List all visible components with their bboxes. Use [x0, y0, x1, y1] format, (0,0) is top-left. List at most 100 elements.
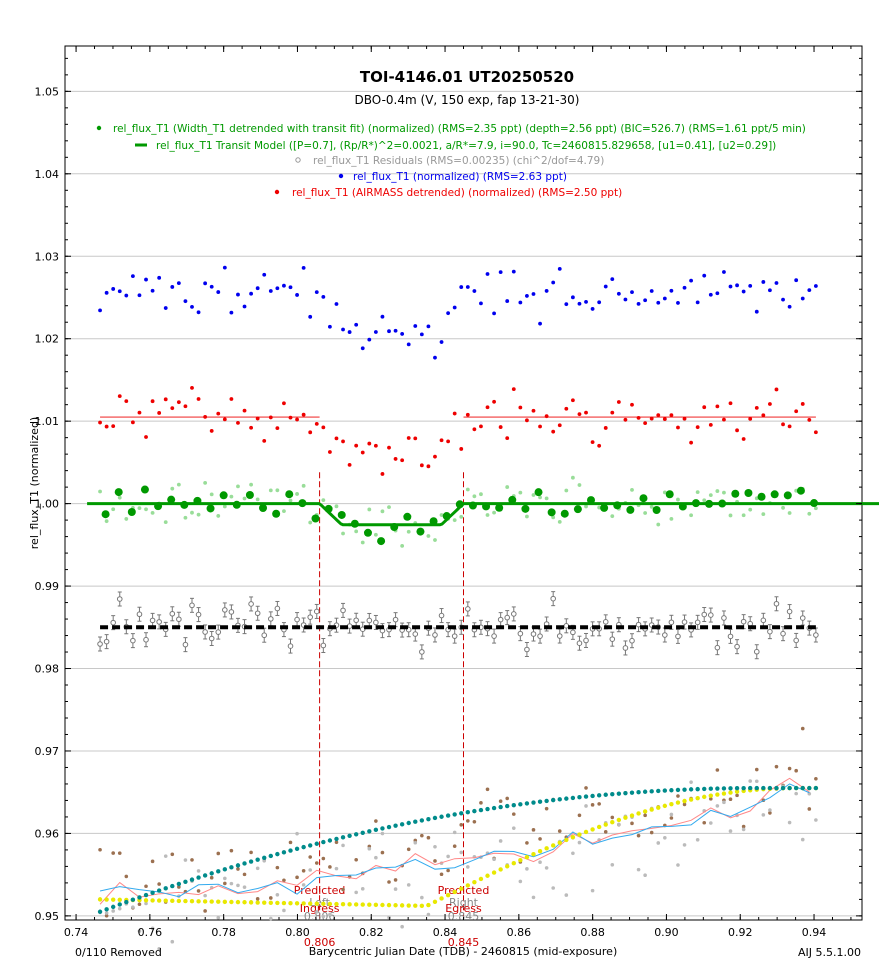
detrended-point [334, 504, 339, 509]
flux-point [419, 332, 424, 337]
flux-point [616, 400, 621, 404]
detrended-point [584, 504, 588, 509]
teal-comparison-point [787, 785, 792, 791]
detrended-point [275, 488, 280, 493]
brown-comparison-point [420, 833, 424, 838]
yellow-comparison-point [281, 900, 287, 906]
detrended-point [676, 497, 680, 502]
yellow-comparison-point [248, 900, 254, 905]
teal-comparison-point [117, 902, 122, 907]
flux-point [485, 405, 490, 410]
flux-point [676, 301, 680, 305]
flux-point [341, 327, 345, 332]
gray-comparison-point [400, 924, 404, 929]
residual-point [261, 632, 268, 639]
yellow-comparison-point [386, 902, 392, 908]
detrended-point [577, 483, 582, 487]
flux-point [465, 412, 470, 417]
residual-point [813, 632, 819, 638]
y-tick-label: 0.95 [35, 910, 60, 923]
flux-point [702, 273, 707, 278]
teal-comparison-point [682, 787, 687, 792]
brown-comparison-point [124, 874, 129, 879]
yellow-comparison-point [97, 897, 103, 902]
teal-comparison-point [104, 907, 109, 912]
flux-point [518, 405, 523, 410]
yellow-comparison-point [413, 903, 418, 908]
flux-point [163, 306, 168, 310]
yellow-comparison-point [472, 879, 477, 885]
gray-comparison-point [104, 911, 109, 915]
detrended-point [452, 518, 457, 523]
binned-detrended-point [101, 510, 110, 519]
flux-point [249, 291, 253, 296]
brown-comparison-point [676, 794, 680, 798]
flux-point [163, 397, 168, 402]
yellow-comparison-point [360, 902, 365, 907]
detrended-point [242, 496, 247, 501]
residual-point [222, 607, 228, 613]
detrended-point [564, 488, 569, 493]
flux-point [380, 472, 385, 476]
yellow-comparison-point [196, 899, 201, 904]
flux-point [590, 440, 595, 445]
binned-detrended-point [285, 490, 294, 499]
flux-point [183, 404, 188, 409]
flux-point [584, 300, 588, 304]
yellow-comparison-point [373, 902, 379, 908]
detrended-point [492, 510, 496, 515]
detrended-point [531, 493, 536, 497]
flux-point [426, 464, 431, 469]
brown-comparison-point [426, 835, 431, 840]
flux-point [314, 421, 319, 426]
flux-point [150, 288, 155, 293]
teal-comparison-point [124, 899, 129, 905]
flux-point [367, 441, 372, 446]
gray-comparison-point [269, 916, 273, 921]
residual-point [228, 609, 235, 615]
brown-comparison-point [702, 820, 707, 825]
residual-point [556, 633, 563, 639]
flux-point [387, 329, 391, 334]
brown-comparison-point [275, 865, 280, 870]
binned-detrended-point [600, 503, 609, 512]
binned-detrended-point [377, 537, 386, 546]
teal-comparison-point [590, 793, 595, 799]
flux-point [275, 426, 280, 431]
binned-detrended-point [757, 492, 766, 501]
gray-comparison-point [741, 827, 746, 832]
yellow-comparison-point [229, 899, 234, 905]
flux-point [498, 270, 503, 275]
brown-comparison-point [387, 880, 391, 884]
detrended-point [505, 485, 510, 489]
brown-comparison-point [321, 856, 326, 861]
detrended-point [630, 487, 634, 492]
gray-comparison-point [216, 915, 221, 920]
yellow-comparison-point [314, 901, 319, 906]
teal-comparison-point [170, 883, 175, 889]
yellow-comparison-point [353, 902, 359, 907]
residual-point [116, 596, 123, 602]
teal-comparison-point [734, 786, 740, 791]
residual-point [550, 595, 556, 602]
y-tick-label: 0.96 [35, 827, 60, 840]
flux-point [249, 425, 253, 430]
residual-point [97, 641, 103, 647]
flux-point [216, 290, 221, 294]
flux-point [400, 332, 405, 336]
flux-point [702, 405, 707, 410]
flux-point [800, 402, 805, 406]
yellow-comparison-point [216, 899, 221, 904]
residual-point [780, 630, 786, 637]
gray-comparison-point [511, 826, 516, 830]
flux-point [603, 426, 608, 430]
yellow-comparison-point [583, 829, 589, 835]
flux-point [564, 406, 569, 411]
flux-point [748, 416, 753, 421]
gray-comparison-point [564, 893, 569, 897]
flux-point [413, 436, 418, 441]
brown-comparison-point [190, 858, 194, 862]
flux-point [196, 397, 201, 401]
teal-comparison-point [721, 786, 727, 791]
y-axis-label: rel_flux_T1 (normalized) [28, 417, 41, 549]
